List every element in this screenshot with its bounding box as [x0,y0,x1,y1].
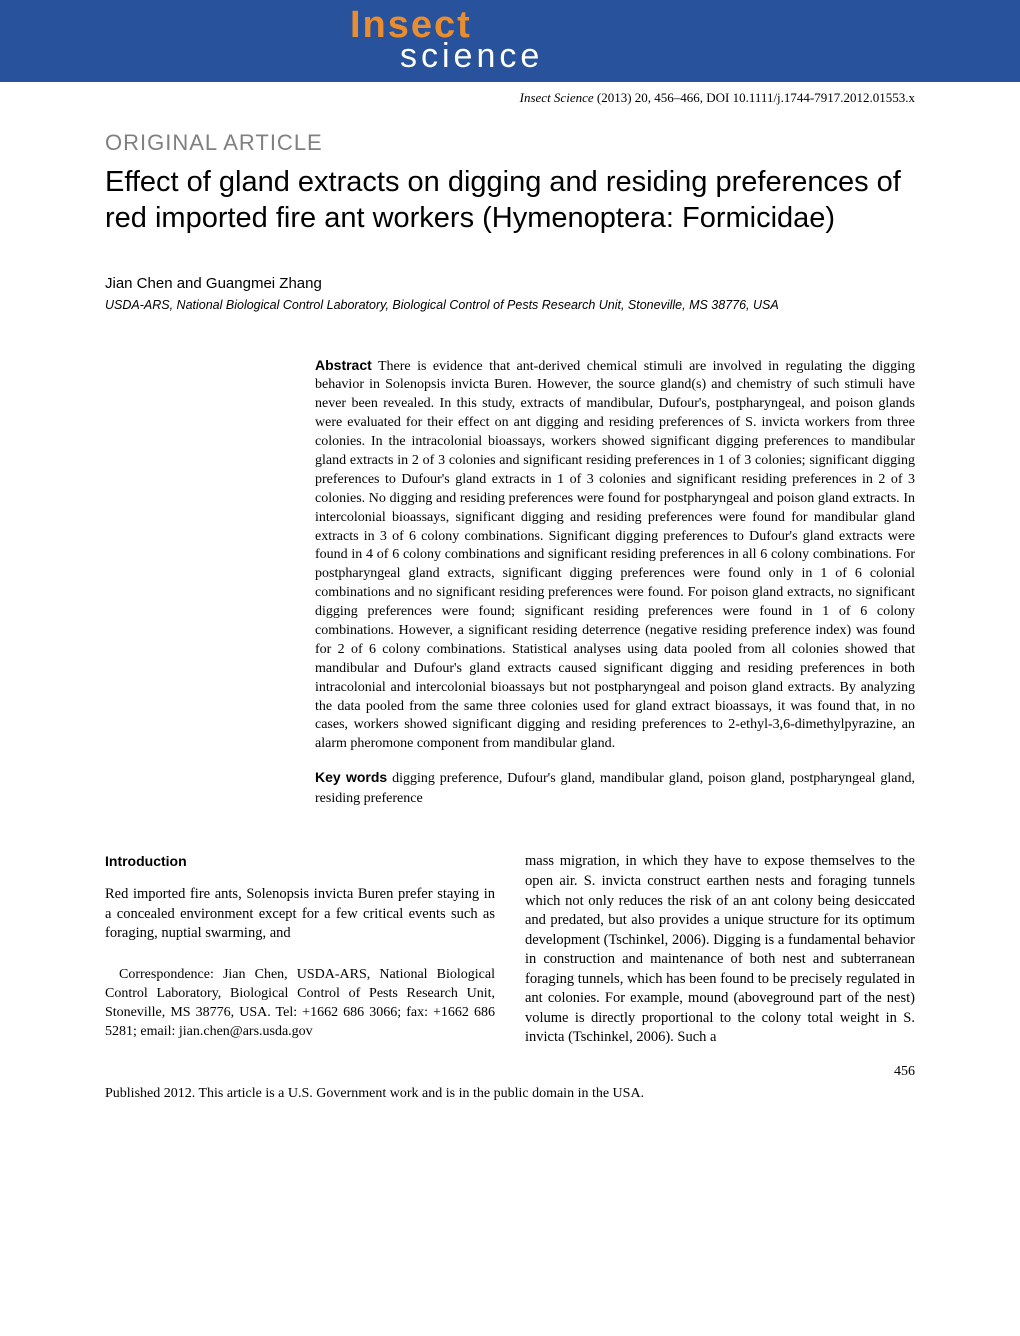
journal-logo: Insect science [350,8,543,71]
author-names: Jian Chen and Guangmei Zhang [105,275,915,292]
keywords-label: Key words [315,769,387,785]
logo-text-2: science [400,42,543,71]
journal-header-banner: Insect science [0,0,1020,82]
journal-name: Insect Science [520,90,594,105]
doi-citation-bar: Insect Science (2013) 20, 456–466, DOI 1… [0,82,1020,112]
introduction-para-1: Red imported fire ants, Solenopsis invic… [105,885,495,944]
article-type-label: ORIGINAL ARTICLE [105,130,915,156]
keywords-text: digging preference, Dufour's gland, mand… [315,771,915,806]
body-columns: Introduction Red imported fire ants, Sol… [105,852,915,1048]
doi-citation: (2013) 20, 456–466, DOI 10.1111/j.1744-7… [594,90,915,105]
abstract-section: Abstract There is evidence that ant-deri… [315,356,915,755]
article-content: ORIGINAL ARTICLE Effect of gland extract… [0,130,1020,1048]
page-number: 456 [0,1064,1020,1080]
article-title: Effect of gland extracts on digging and … [105,164,915,237]
column-1: Introduction Red imported fire ants, Sol… [105,852,495,1041]
introduction-heading: Introduction [105,852,495,871]
abstract-text: There is evidence that ant-derived chemi… [315,359,915,752]
correspondence-block: Correspondence: Jian Chen, USDA-ARS, Nat… [105,966,495,1042]
abstract-label: Abstract [315,357,372,373]
column-2: mass migration, in which they have to ex… [525,852,915,1048]
introduction-para-2: mass migration, in which they have to ex… [525,852,915,1048]
copyright-notice: Published 2012. This article is a U.S. G… [0,1086,1020,1102]
keywords-section: Key words digging preference, Dufour's g… [315,768,915,808]
author-affiliation: USDA-ARS, National Biological Control La… [105,298,915,312]
